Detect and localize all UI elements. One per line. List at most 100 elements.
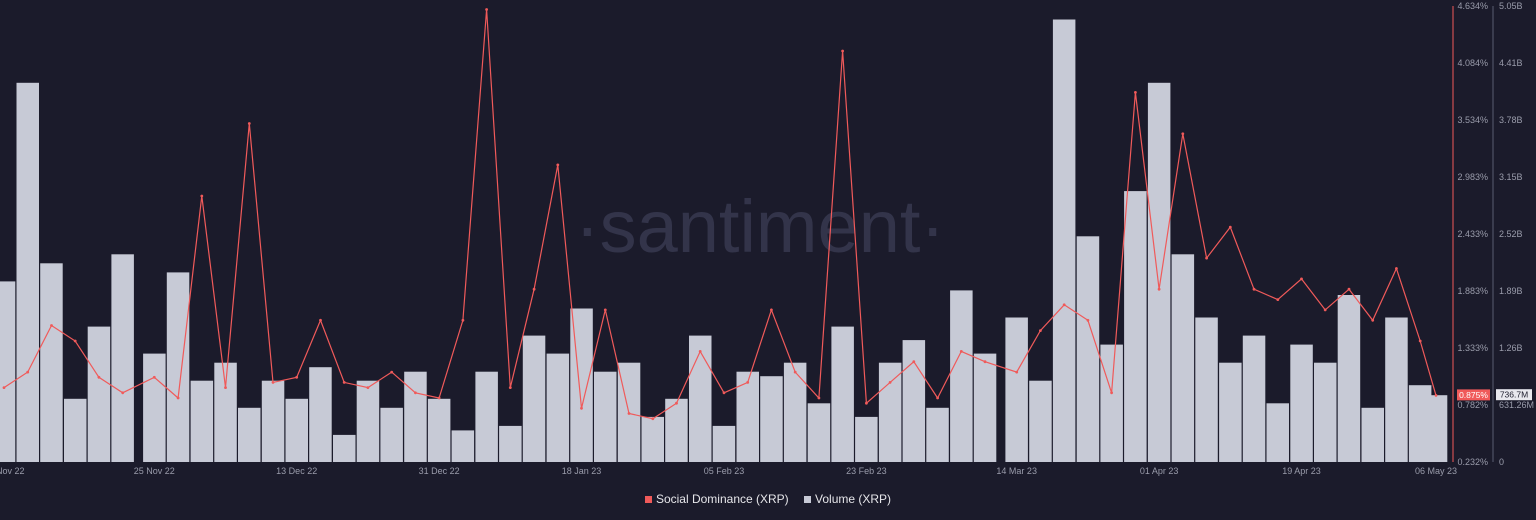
volume-bar — [1147, 82, 1171, 463]
volume-bar — [1005, 317, 1028, 462]
volume-bar — [783, 362, 807, 462]
volume-bar — [1337, 295, 1361, 462]
social-dominance-point — [1039, 329, 1042, 332]
right-tick-label: 2.52B — [1499, 229, 1523, 239]
social-dominance-point — [461, 318, 465, 322]
social-dominance-point — [1228, 225, 1232, 229]
social-dominance-point — [1134, 91, 1137, 94]
volume-bar — [855, 416, 878, 462]
current-volume-badge — [1496, 389, 1532, 401]
current-sd-badge — [1457, 389, 1490, 401]
social-dominance-point — [1181, 132, 1185, 136]
x-tick-label: 18 Jan 23 — [562, 466, 602, 476]
watermark: ·santiment· — [575, 185, 945, 268]
chart-svg: ·santiment· 4.634% 4.084% 3.534% 2.983% 2.43… — [0, 1, 1534, 476]
volume-bar — [950, 290, 973, 462]
x-tick-label: 06 May 23 — [1415, 466, 1457, 476]
social-dominance-point — [1395, 267, 1398, 270]
social-dominance-point — [556, 163, 560, 167]
volume-bar — [594, 371, 617, 462]
x-tick-label: 01 Apr 23 — [1140, 466, 1179, 476]
social-dominance-point — [888, 381, 892, 384]
social-dominance-point — [366, 386, 370, 389]
social-dominance-point — [152, 375, 156, 379]
left-tick-label: 4.084% — [1457, 58, 1488, 68]
social-dominance-point — [485, 8, 488, 11]
social-dominance-point — [1062, 303, 1066, 307]
volume-bar — [546, 353, 570, 462]
legend-item-volume[interactable]: Volume (XRP) — [804, 492, 891, 506]
volume-bar — [807, 403, 831, 462]
x-tick-label: 05 Feb 23 — [704, 466, 745, 476]
social-dominance-point — [1300, 277, 1303, 281]
volume-bar — [87, 326, 111, 462]
volume-bar — [665, 398, 688, 462]
x-tick-label: 19 Apr 23 — [1282, 466, 1321, 476]
current-volume-label: 736.7M — [1500, 390, 1528, 400]
social-dominance-point — [936, 396, 939, 400]
social-dominance-point — [2, 386, 6, 389]
volume-bar — [356, 380, 380, 462]
left-tick-label: 0.232% — [1457, 457, 1488, 467]
x-tick-label: 06 Nov 22 — [0, 466, 25, 476]
x-tick-label: 23 Feb 23 — [846, 466, 887, 476]
volume-bar — [190, 380, 214, 462]
legend-label: Volume (XRP) — [815, 492, 892, 506]
volume-bar — [0, 281, 16, 462]
social-dominance-point — [1086, 318, 1090, 322]
social-dominance-point — [1015, 370, 1019, 374]
social-dominance-point — [983, 360, 987, 364]
social-dominance-point — [1371, 318, 1375, 322]
right-tick-label: 1.26B — [1499, 343, 1523, 353]
social-dominance-point — [508, 386, 512, 389]
left-tick-label: 1.333% — [1457, 343, 1488, 353]
social-dominance-point — [1323, 308, 1327, 312]
volume-bar — [1314, 362, 1337, 462]
social-dominance-point — [390, 370, 394, 374]
left-tick-label: 3.534% — [1457, 115, 1488, 125]
volume-bar — [166, 272, 190, 462]
volume-bar — [712, 425, 736, 462]
volume-bar — [309, 367, 332, 462]
volume-bar — [475, 371, 498, 462]
x-tick-label: 14 Mar 23 — [996, 466, 1037, 476]
social-dominance-point — [675, 401, 678, 405]
x-tick-label: 13 Dec 22 — [276, 466, 317, 476]
social-dominance-point — [1434, 394, 1438, 397]
social-dominance-line — [2, 8, 1438, 421]
left-tick-label: 2.433% — [1457, 229, 1488, 239]
right-tick-label: 3.78B — [1499, 115, 1523, 125]
volume-bar — [736, 371, 759, 462]
volume-bar — [1424, 395, 1448, 462]
legend: Social Dominance (XRP) Volume (XRP) — [0, 492, 1536, 506]
social-dominance-point — [1418, 339, 1422, 343]
volume-bar — [451, 430, 475, 462]
x-tick-label: 31 Dec 22 — [419, 466, 460, 476]
social-dominance-point — [912, 360, 916, 364]
volume-bar — [902, 340, 926, 462]
social-dominance-point — [97, 375, 101, 379]
volume-bar — [1076, 236, 1100, 462]
social-dominance-point — [865, 401, 868, 405]
volume-bar — [238, 407, 261, 462]
social-dominance-point — [50, 324, 53, 327]
social-dominance-point — [722, 391, 726, 395]
social-dominance-point — [817, 396, 821, 400]
volume-bar — [689, 335, 712, 462]
volume-bar — [1052, 19, 1076, 462]
volume-bar — [926, 407, 949, 462]
legend-swatch-red — [644, 496, 652, 503]
legend-item-social-dominance[interactable]: Social Dominance (XRP) — [644, 492, 789, 506]
social-dominance-point — [1347, 287, 1351, 291]
current-sd-label: 0.875% — [1459, 390, 1488, 400]
social-dominance-point — [959, 350, 963, 353]
volume-bar — [1361, 407, 1384, 462]
volume-bar — [1385, 317, 1408, 462]
volume-bar — [1290, 344, 1313, 462]
right-tick-label: 3.15B — [1499, 172, 1523, 182]
social-dominance-point — [698, 350, 702, 353]
social-dominance-point — [26, 370, 30, 374]
volume-bar — [522, 335, 546, 462]
volume-bar — [641, 416, 664, 462]
volume-bars — [0, 19, 1448, 463]
